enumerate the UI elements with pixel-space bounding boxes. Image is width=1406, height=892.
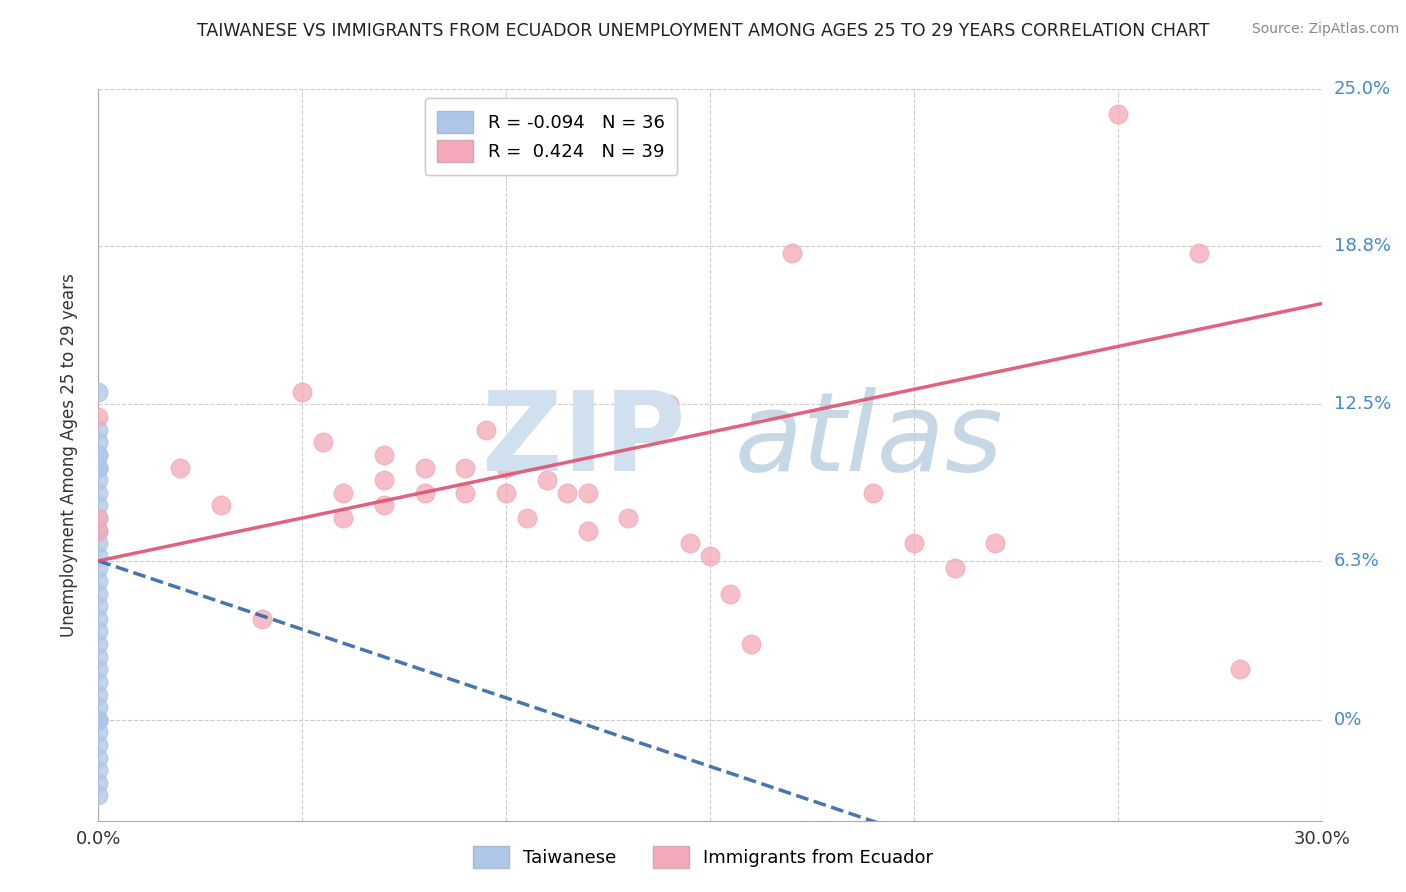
Point: [903, 536, 925, 550]
Point: [87, 511, 110, 525]
Point: [87, 688, 110, 702]
Point: [943, 561, 966, 575]
Point: [87, 713, 110, 727]
Point: [780, 246, 803, 260]
Point: [413, 460, 436, 475]
Point: [87, 713, 110, 727]
Point: [679, 536, 702, 550]
Point: [87, 384, 110, 399]
Point: [87, 561, 110, 575]
Point: [1107, 107, 1129, 121]
Point: [87, 574, 110, 588]
Point: [87, 423, 110, 437]
Point: [332, 485, 354, 500]
Point: [87, 750, 110, 764]
Text: Source: ZipAtlas.com: Source: ZipAtlas.com: [1251, 22, 1399, 37]
Point: [87, 713, 110, 727]
Point: [658, 397, 681, 411]
Point: [87, 649, 110, 664]
Point: [87, 599, 110, 614]
Point: [250, 612, 273, 626]
Point: [740, 637, 762, 651]
Point: [209, 499, 232, 513]
Point: [87, 776, 110, 790]
Point: [617, 511, 640, 525]
Point: [87, 410, 110, 425]
Point: [862, 485, 884, 500]
Point: [495, 460, 517, 475]
Point: [87, 674, 110, 689]
Y-axis label: Unemployment Among Ages 25 to 29 years: Unemployment Among Ages 25 to 29 years: [59, 273, 77, 637]
Text: 18.8%: 18.8%: [1334, 236, 1391, 254]
Text: atlas: atlas: [734, 387, 1002, 494]
Text: TAIWANESE VS IMMIGRANTS FROM ECUADOR UNEMPLOYMENT AMONG AGES 25 TO 29 YEARS CORR: TAIWANESE VS IMMIGRANTS FROM ECUADOR UNE…: [197, 22, 1209, 40]
Point: [87, 524, 110, 538]
Point: [87, 738, 110, 752]
Point: [87, 624, 110, 639]
Point: [87, 473, 110, 487]
Point: [454, 485, 477, 500]
Legend: R = -0.094   N = 36, R =  0.424   N = 39: R = -0.094 N = 36, R = 0.424 N = 39: [425, 98, 678, 175]
Point: [495, 485, 517, 500]
Point: [87, 725, 110, 739]
Point: [87, 460, 110, 475]
Point: [87, 435, 110, 450]
Point: [291, 384, 314, 399]
Point: [699, 549, 721, 563]
Text: 25.0%: 25.0%: [1334, 80, 1391, 98]
Text: ZIP: ZIP: [482, 387, 686, 494]
Point: [87, 587, 110, 601]
Point: [87, 499, 110, 513]
Text: 12.5%: 12.5%: [1334, 395, 1391, 414]
Point: [984, 536, 1007, 550]
Point: [474, 423, 498, 437]
Point: [576, 485, 599, 500]
Point: [87, 485, 110, 500]
Text: 6.3%: 6.3%: [1334, 552, 1379, 570]
Point: [536, 473, 558, 487]
Point: [373, 473, 395, 487]
Point: [169, 460, 191, 475]
Point: [87, 549, 110, 563]
Point: [516, 511, 538, 525]
Point: [576, 524, 599, 538]
Point: [87, 700, 110, 714]
Point: [87, 448, 110, 462]
Point: [87, 789, 110, 803]
Point: [1229, 662, 1251, 676]
Point: [718, 587, 742, 601]
Point: [87, 637, 110, 651]
Point: [1188, 246, 1211, 260]
Point: [87, 662, 110, 676]
Point: [312, 435, 335, 450]
Text: 0%: 0%: [1334, 711, 1362, 729]
Legend: Taiwanese, Immigrants from Ecuador: Taiwanese, Immigrants from Ecuador: [463, 835, 943, 879]
Point: [87, 460, 110, 475]
Point: [373, 448, 395, 462]
Point: [454, 460, 477, 475]
Point: [87, 511, 110, 525]
Point: [87, 460, 110, 475]
Point: [87, 448, 110, 462]
Point: [87, 536, 110, 550]
Point: [413, 485, 436, 500]
Point: [87, 612, 110, 626]
Point: [373, 499, 395, 513]
Point: [87, 763, 110, 777]
Point: [87, 524, 110, 538]
Point: [332, 511, 354, 525]
Point: [555, 485, 579, 500]
